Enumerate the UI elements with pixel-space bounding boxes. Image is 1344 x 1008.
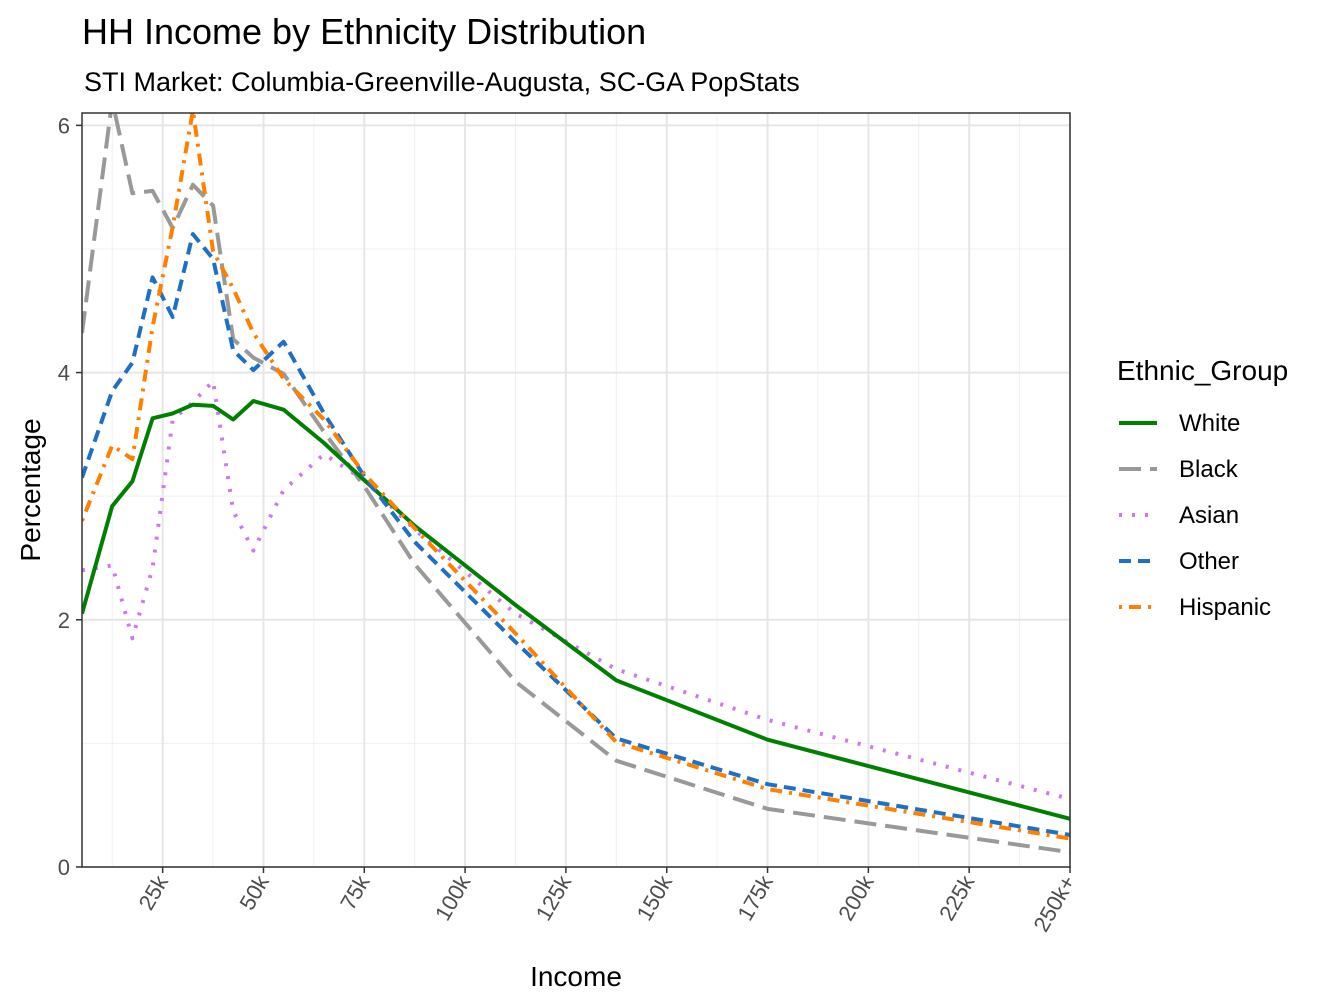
x-tick-label: 200k <box>833 870 879 925</box>
x-tick-label: 225k <box>934 870 980 925</box>
minor-gridlines <box>82 113 1070 867</box>
legend-label-white: White <box>1179 410 1240 437</box>
x-tick-label: 50k <box>234 870 274 914</box>
chart-title: HH Income by Ethnicity Distribution <box>82 11 646 52</box>
y-tick-label: 0 <box>58 855 70 880</box>
legend: Ethnic_Group White Black Asian Other Hispani… <box>1117 355 1288 621</box>
series-line-white <box>82 399 1070 821</box>
x-tick-label: 175k <box>732 870 778 925</box>
y-axis-title: Percentage <box>15 418 46 561</box>
y-tick-label: 2 <box>58 608 70 633</box>
legend-label-black: Black <box>1179 456 1239 483</box>
x-tick-label: 250k+ <box>1028 871 1080 936</box>
series-line-black <box>82 113 1070 855</box>
x-axis-title: Income <box>530 961 622 992</box>
y-tick-label: 4 <box>58 361 70 386</box>
legend-label-other: Other <box>1179 548 1239 575</box>
plot-panel <box>81 112 1071 868</box>
legend-title: Ethnic_Group <box>1117 355 1288 386</box>
legend-label-asian: Asian <box>1179 502 1239 529</box>
series-lines <box>82 113 1070 855</box>
series-line-asian <box>82 379 1070 801</box>
x-tick-label: 125k <box>531 870 577 925</box>
y-axis: 0 2 4 6 <box>58 113 82 880</box>
series-line-hispanic <box>82 113 1070 841</box>
plot-border <box>81 112 1071 868</box>
x-tick-label: 100k <box>430 870 476 925</box>
x-tick-label: 150k <box>632 870 678 925</box>
x-tick-label: 25k <box>134 870 174 914</box>
series-line-other <box>82 232 1070 837</box>
y-tick-label: 6 <box>58 113 70 138</box>
legend-label-hispanic: Hispanic <box>1179 594 1271 621</box>
x-axis: 25k 50k 75k 100k 125k 150k 175k 200k 225k 250k+ <box>134 867 1080 936</box>
plot-background <box>82 113 1070 867</box>
chart-subtitle: STI Market: Columbia-Greenville-Augusta,… <box>84 67 800 97</box>
x-tick-label: 75k <box>335 870 375 914</box>
